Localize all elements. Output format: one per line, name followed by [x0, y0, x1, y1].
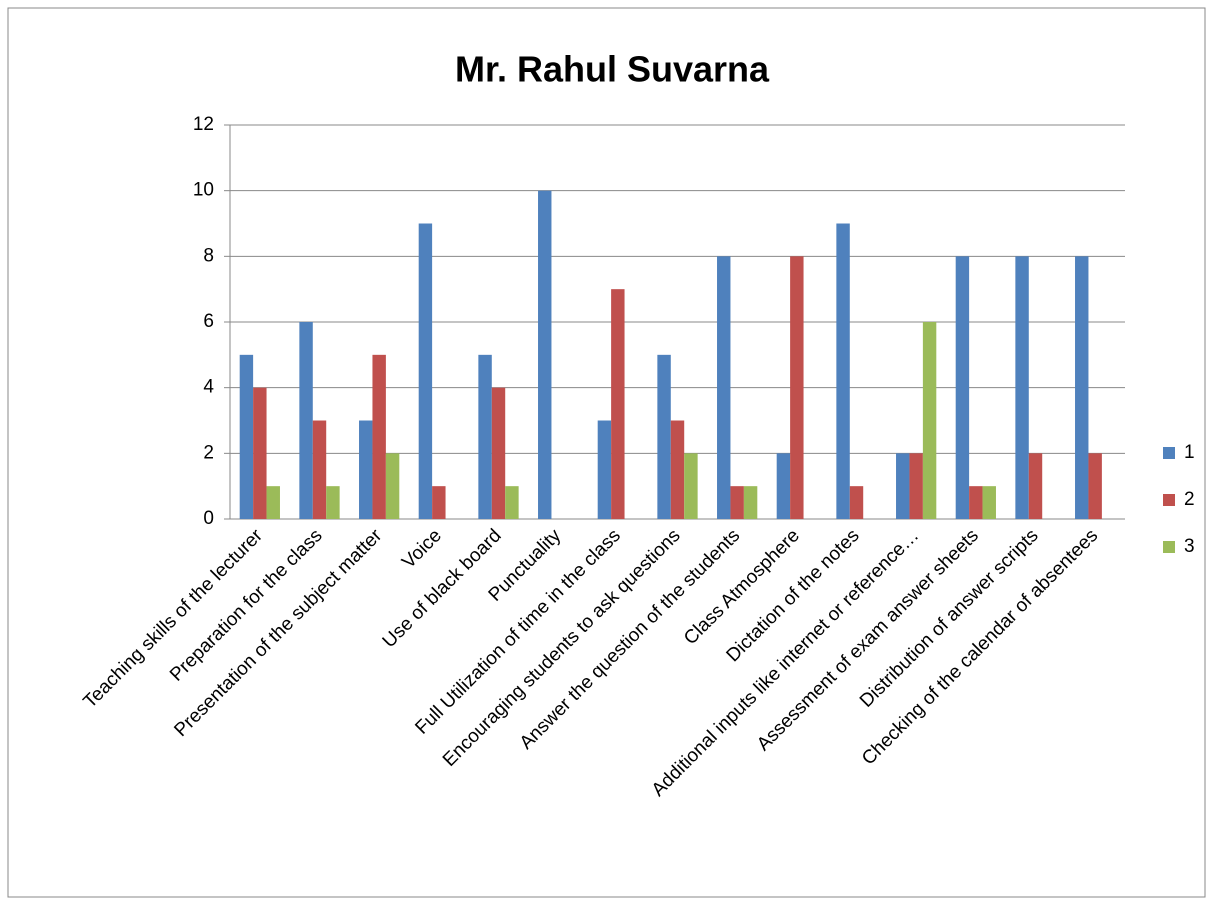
- bar: [299, 322, 313, 519]
- bar: [982, 486, 996, 519]
- x-tick-label: Voice: [398, 525, 446, 573]
- y-tick-label: 4: [203, 377, 214, 398]
- bar: [969, 486, 983, 519]
- bar: [743, 486, 758, 519]
- bar: [776, 453, 791, 519]
- chart-border: [7, 7, 1206, 898]
- bar: [836, 223, 850, 519]
- bar: [253, 387, 267, 519]
- bar: [239, 354, 254, 519]
- bar: [312, 420, 327, 519]
- y-tick-label: 0: [203, 508, 214, 529]
- bar: [790, 256, 804, 519]
- y-tick-label: 12: [193, 114, 214, 135]
- y-tick-label: 8: [203, 245, 214, 266]
- bar: [538, 190, 552, 519]
- bar: [670, 420, 685, 519]
- bar: [657, 354, 671, 519]
- bar: [717, 256, 731, 519]
- bar: [730, 486, 744, 519]
- bar: [1028, 453, 1043, 519]
- bar: [418, 223, 433, 519]
- x-tick-label: Answer the question of the students: [516, 525, 744, 753]
- bar: [1088, 453, 1102, 519]
- bar: [385, 453, 400, 519]
- bar: [849, 486, 864, 519]
- bar: [909, 453, 923, 519]
- bar: [955, 256, 970, 519]
- bar: [922, 322, 937, 519]
- y-tick-label: 10: [193, 180, 214, 201]
- bar: [896, 453, 910, 519]
- bar: [1075, 256, 1089, 519]
- legend-swatch: [1163, 494, 1175, 506]
- bar: [597, 420, 612, 519]
- bar: [432, 486, 446, 519]
- bar: [1015, 256, 1029, 519]
- bar: [505, 486, 519, 519]
- legend-swatch: [1163, 447, 1175, 459]
- y-tick-label: 6: [203, 311, 214, 332]
- legend-label: 2: [1184, 489, 1195, 510]
- x-tick-label: Assessment of exam answer sheets: [753, 525, 983, 755]
- x-tick-label: Class Atmosphere: [680, 525, 804, 649]
- bar: [478, 354, 492, 519]
- legend-label: 1: [1184, 442, 1195, 463]
- legend-label: 3: [1184, 536, 1195, 557]
- bar: [326, 486, 340, 519]
- bar: [491, 387, 506, 519]
- bar: [611, 289, 625, 519]
- bar: [372, 354, 386, 519]
- bar: [266, 486, 280, 519]
- bar: [359, 420, 373, 519]
- bar: [684, 453, 698, 519]
- y-tick-label: 2: [203, 442, 214, 463]
- legend-swatch: [1163, 541, 1175, 553]
- chart-title: Mr. Rahul Suvarna: [455, 49, 770, 90]
